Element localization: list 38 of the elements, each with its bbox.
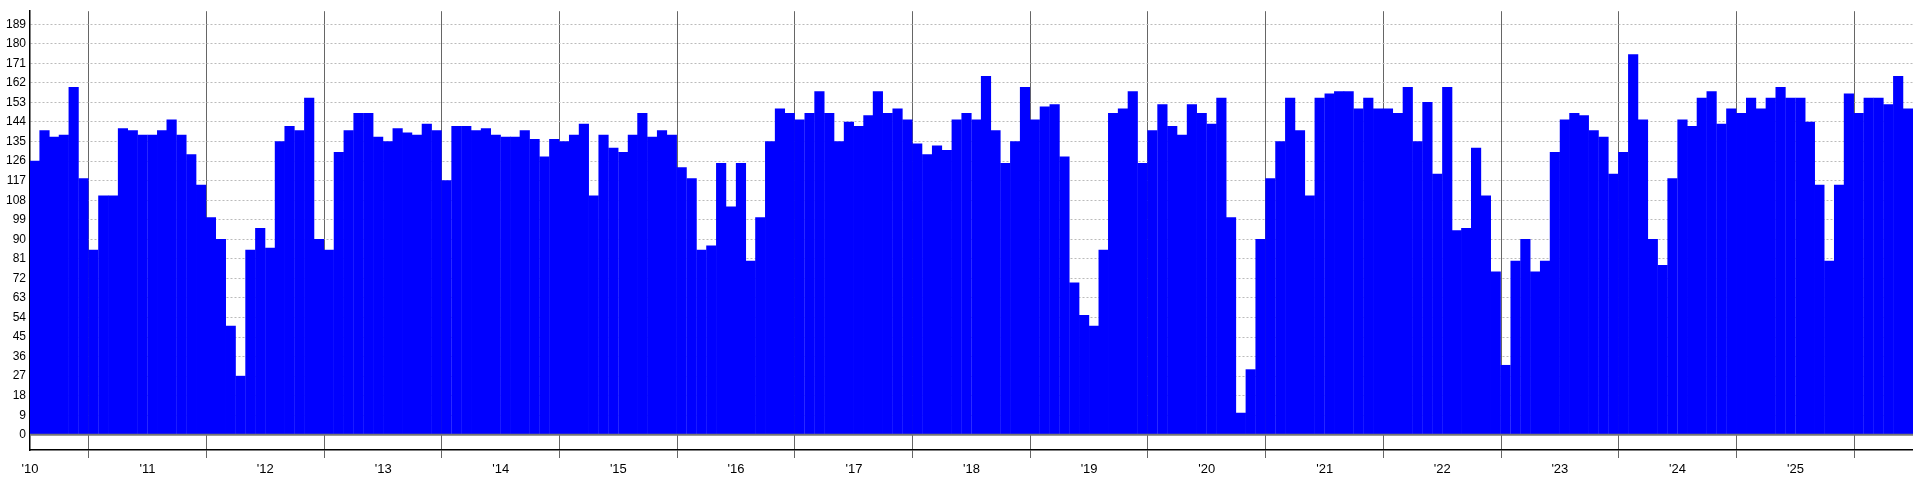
y-tick-label: 180 xyxy=(5,36,27,51)
y-tick-label: 18 xyxy=(12,388,27,403)
y-tick-label: 126 xyxy=(5,153,27,168)
y-tick-label: 81 xyxy=(12,251,27,266)
x-tick-label: '15 xyxy=(609,461,627,477)
y-tick-label: 153 xyxy=(5,94,27,109)
y-tick-label: 0 xyxy=(19,427,27,442)
y-tick-label: 162 xyxy=(5,75,27,90)
y-tick-label: 171 xyxy=(5,55,27,70)
x-tick-label: '17 xyxy=(845,461,863,477)
x-tick-label: '21 xyxy=(1316,461,1334,477)
x-tick-label: '24 xyxy=(1668,461,1686,477)
y-tick-label: 108 xyxy=(5,192,27,207)
x-tick-label: '12 xyxy=(256,461,274,477)
y-tick-label: 99 xyxy=(12,212,27,227)
y-tick-label: 45 xyxy=(12,329,27,344)
x-tick-label: '20 xyxy=(1198,461,1216,477)
x-tick-label: '25 xyxy=(1786,461,1804,477)
y-tick-label: 90 xyxy=(12,231,27,246)
y-tick-label: 63 xyxy=(12,290,27,305)
y-tick-label: 135 xyxy=(5,133,27,148)
y-tick-label: 54 xyxy=(12,309,27,324)
y-tick-label: 189 xyxy=(5,16,27,31)
y-tick-label: 9 xyxy=(19,407,27,422)
x-tick-label: '11 xyxy=(139,461,156,477)
x-tick-label: '22 xyxy=(1433,461,1451,477)
y-tick-label: 27 xyxy=(12,368,27,383)
x-tick-label: '10 xyxy=(21,461,39,477)
x-tick-label: '14 xyxy=(492,461,510,477)
x-tick-label: '13 xyxy=(374,461,392,477)
y-tick-label: 117 xyxy=(6,172,27,187)
y-tick-label: 144 xyxy=(5,114,27,129)
x-tick-label: '23 xyxy=(1551,461,1569,477)
y-tick-label: 72 xyxy=(12,270,27,285)
x-tick-label: '18 xyxy=(963,461,980,477)
x-tick-label: '16 xyxy=(727,461,745,477)
y-tick-label: 36 xyxy=(12,348,27,363)
x-tick-label: '19 xyxy=(1080,461,1098,477)
